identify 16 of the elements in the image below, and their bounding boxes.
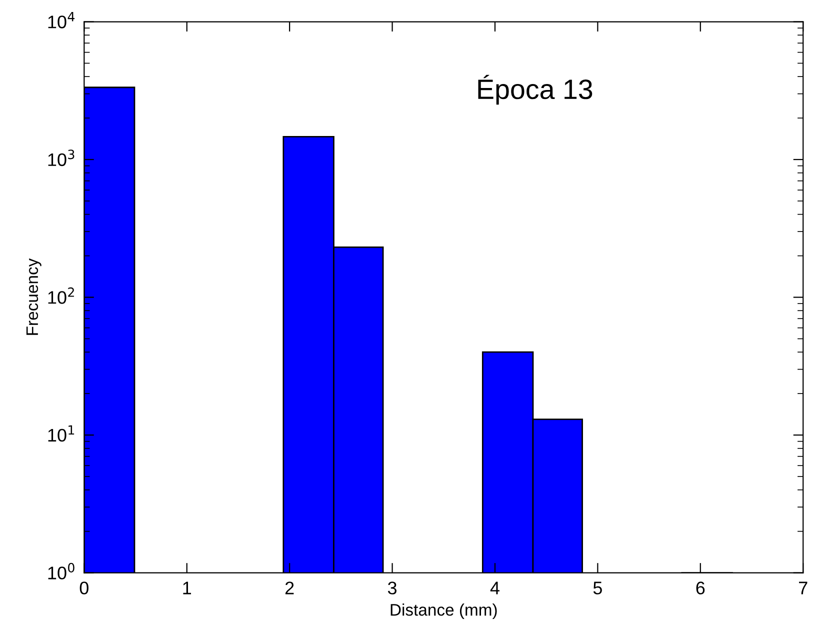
x-tick-label: 6 <box>696 582 705 594</box>
annotation: Época 13 <box>478 74 592 105</box>
y-tick-label: 10$^{3}$ <box>48 150 74 166</box>
y-tick-label: 10$^{2}$ <box>48 287 74 304</box>
y-tick-label: 10$^{4}$ <box>48 12 75 28</box>
x-tick-label: 1 <box>183 582 191 594</box>
y-tick-label: 10$^{1}$ <box>48 425 74 442</box>
x-tick-label: 2 <box>285 582 294 594</box>
x-tick-label: 7 <box>799 582 808 594</box>
y-tick-label: 10$^{0}$ <box>48 562 74 580</box>
x-tick-label: 5 <box>593 582 602 594</box>
x-axis-title: Distance (mm) <box>390 604 497 620</box>
x-tick-label: 3 <box>388 582 397 594</box>
x-tick-label: 0 <box>80 582 88 594</box>
y-axis-title: Frecuency <box>26 258 42 335</box>
x-tick-label: 4 <box>490 582 500 594</box>
